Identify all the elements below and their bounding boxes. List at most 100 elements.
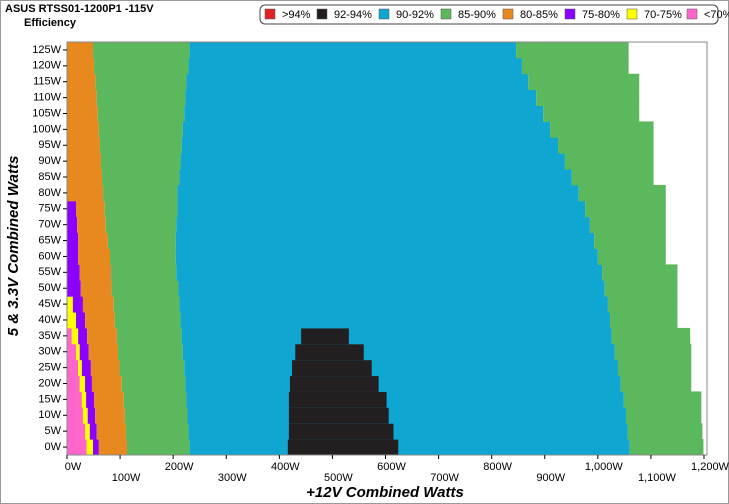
y-tick-label: 115W <box>33 76 62 88</box>
band-strip <box>98 121 183 138</box>
band-strip <box>187 407 626 424</box>
band-strip <box>95 73 187 91</box>
band-strip <box>104 200 178 218</box>
band-strip <box>521 57 629 75</box>
legend-label: >94% <box>282 9 311 21</box>
band-strip <box>67 232 79 249</box>
legend-box <box>259 4 719 25</box>
band-strip <box>287 439 399 456</box>
band-strip <box>89 423 97 440</box>
band-strip <box>67 280 81 297</box>
band-strip <box>124 407 188 424</box>
band-strip <box>288 391 387 408</box>
band-strip <box>87 327 117 345</box>
x-tick-label: 100W <box>112 472 141 484</box>
band-strip <box>86 391 95 408</box>
band-strip <box>288 423 394 440</box>
band-strip <box>96 423 126 440</box>
band-strip <box>99 137 182 154</box>
band-strip <box>67 89 97 107</box>
legend-swatch <box>264 8 276 20</box>
band-strip <box>188 57 522 75</box>
y-tick-label: 45W <box>38 298 61 310</box>
y-tick-label: 95W <box>38 139 61 151</box>
band-strip <box>558 137 654 154</box>
band-strip <box>67 296 73 313</box>
y-axis-label: 5 & 3.3V Combined Watts <box>5 156 22 337</box>
chart-title: ASUS RTSS01-1200P1 -115V <box>5 3 154 15</box>
band-strip <box>98 439 127 456</box>
band-strip <box>629 439 704 456</box>
band-strip <box>594 232 666 249</box>
y-tick-label: 85W <box>38 171 61 183</box>
band-strip <box>114 312 181 329</box>
band-strip <box>78 359 82 377</box>
band-strip <box>289 375 379 392</box>
legend-swatch <box>502 8 514 20</box>
band-strip <box>578 184 666 202</box>
band-strip <box>111 264 177 281</box>
band-strip <box>597 248 666 265</box>
band-strip <box>81 391 87 408</box>
band-strip <box>85 312 115 329</box>
x-tick-label: 200W <box>165 461 194 473</box>
legend-label: 85-90% <box>458 9 496 21</box>
band-strip <box>79 264 112 281</box>
band-strip <box>85 423 90 440</box>
y-tick-label: 50W <box>38 282 61 294</box>
band-strip <box>181 327 612 345</box>
y-tick-label: 15W <box>38 393 61 405</box>
band-strip <box>288 407 389 424</box>
band-strip <box>79 375 86 392</box>
band-strip <box>78 232 108 249</box>
legend-swatch <box>316 8 328 20</box>
y-tick-label: 25W <box>38 362 61 374</box>
band-strip <box>186 391 624 408</box>
band-strip <box>625 407 702 424</box>
legend-label: 80-85% <box>520 9 558 21</box>
band-strip <box>111 280 179 297</box>
legend-swatch <box>564 8 576 20</box>
band-strip <box>78 327 88 345</box>
band-strip <box>176 264 603 281</box>
legend-swatch <box>686 8 698 20</box>
x-tick-label: 900W <box>536 472 565 484</box>
y-tick-label: 125W <box>32 44 61 56</box>
band-strip <box>175 232 595 249</box>
legend-label: 75-80% <box>582 9 620 21</box>
band-strip <box>175 248 598 265</box>
band-strip <box>117 343 183 361</box>
band-strip <box>67 391 82 408</box>
legend-label: <70% <box>704 9 729 21</box>
band-strip <box>185 375 621 392</box>
band-strip <box>67 327 72 345</box>
band-strip <box>611 327 691 345</box>
x-axis-label: +12V Combined Watts <box>306 484 464 501</box>
band-strip <box>85 375 92 392</box>
band-strip <box>67 216 78 234</box>
y-tick-label: 100W <box>32 123 61 135</box>
band-strip <box>182 121 551 138</box>
x-tick-label: 1,000W <box>585 461 624 473</box>
band-strip <box>189 439 630 456</box>
x-tick-label: 1,200W <box>691 461 729 473</box>
band-strip <box>528 73 640 91</box>
band-strip <box>618 359 692 377</box>
band-strip <box>295 343 364 361</box>
band-strip <box>90 359 120 377</box>
legend-swatch <box>626 8 638 20</box>
band-strip <box>116 327 182 345</box>
band-strip <box>67 42 94 59</box>
legend-swatch <box>440 8 452 20</box>
band-strip <box>80 280 112 297</box>
band-strip <box>627 423 703 440</box>
band-strip <box>177 200 586 218</box>
y-tick-label: 0W <box>45 441 62 453</box>
band-strip <box>67 57 95 75</box>
y-tick-label: 10W <box>38 409 61 421</box>
band-strip <box>180 312 611 329</box>
band-strip <box>123 391 187 408</box>
band-strip <box>81 359 91 377</box>
band-strip <box>189 42 517 59</box>
y-tick-label: 40W <box>38 314 61 326</box>
